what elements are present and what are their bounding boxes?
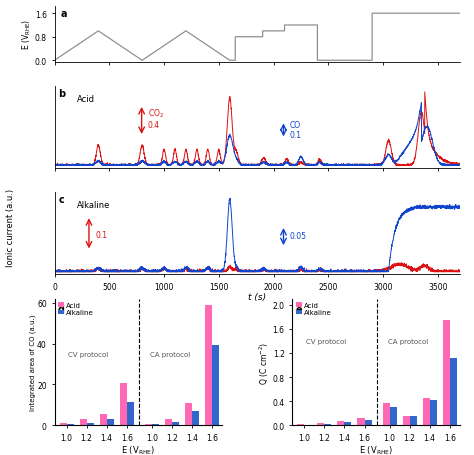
Bar <box>87 423 94 425</box>
Bar <box>120 384 127 425</box>
Bar <box>127 402 134 425</box>
Text: 0.1: 0.1 <box>290 131 301 140</box>
Text: 0.4: 0.4 <box>148 121 160 130</box>
Bar <box>383 403 390 425</box>
Bar <box>297 424 304 425</box>
X-axis label: E (V$_\mathrm{RHE}$): E (V$_\mathrm{RHE}$) <box>121 444 155 455</box>
Bar <box>450 358 457 425</box>
Text: Acid: Acid <box>77 95 95 104</box>
Bar <box>324 424 331 425</box>
Text: Alkaline: Alkaline <box>77 201 110 210</box>
Text: CA protocol: CA protocol <box>388 338 428 344</box>
Bar <box>100 414 107 425</box>
Text: a: a <box>61 9 67 19</box>
Bar <box>390 407 397 425</box>
Legend: Acid, Alkaline: Acid, Alkaline <box>58 303 94 316</box>
Bar <box>357 418 365 425</box>
Bar <box>66 424 73 425</box>
X-axis label: t (s): t (s) <box>248 293 266 302</box>
Text: b: b <box>59 89 66 99</box>
X-axis label: E (V$_\mathrm{RHE}$): E (V$_\mathrm{RHE}$) <box>359 444 393 455</box>
Bar <box>423 398 430 425</box>
Bar <box>60 424 66 425</box>
Text: CV protocol: CV protocol <box>306 338 346 344</box>
Text: e: e <box>296 304 302 314</box>
Text: CV protocol: CV protocol <box>68 351 108 357</box>
Bar <box>165 419 172 425</box>
Bar <box>172 422 179 425</box>
Bar <box>205 305 212 425</box>
Text: d: d <box>58 304 65 314</box>
Bar <box>212 345 219 425</box>
Text: CO$_2$: CO$_2$ <box>148 107 164 120</box>
Text: c: c <box>59 195 64 205</box>
Bar <box>337 420 345 425</box>
Legend: Acid, Alkaline: Acid, Alkaline <box>296 303 332 316</box>
Text: 0.05: 0.05 <box>290 232 307 241</box>
Text: 0.1: 0.1 <box>95 230 107 239</box>
Bar <box>410 416 417 425</box>
Bar <box>365 420 372 425</box>
Bar <box>345 422 352 425</box>
Bar <box>402 416 410 425</box>
Text: Ionic current (a.u.): Ionic current (a.u.) <box>6 188 15 267</box>
Y-axis label: Integrated area of CO (a.u.): Integrated area of CO (a.u.) <box>29 314 36 410</box>
Bar <box>80 419 87 425</box>
Bar <box>318 423 324 425</box>
Bar <box>430 400 437 425</box>
Bar <box>192 411 199 425</box>
Y-axis label: Q (C cm$^{-2}$): Q (C cm$^{-2}$) <box>258 341 271 384</box>
Y-axis label: E (V$_\mathrm{RHE}$): E (V$_\mathrm{RHE}$) <box>21 19 33 51</box>
Bar <box>185 403 192 425</box>
Text: CO: CO <box>290 121 301 130</box>
Bar <box>443 320 450 425</box>
Bar <box>107 419 114 425</box>
Bar <box>145 424 152 425</box>
Text: CA protocol: CA protocol <box>150 351 190 357</box>
